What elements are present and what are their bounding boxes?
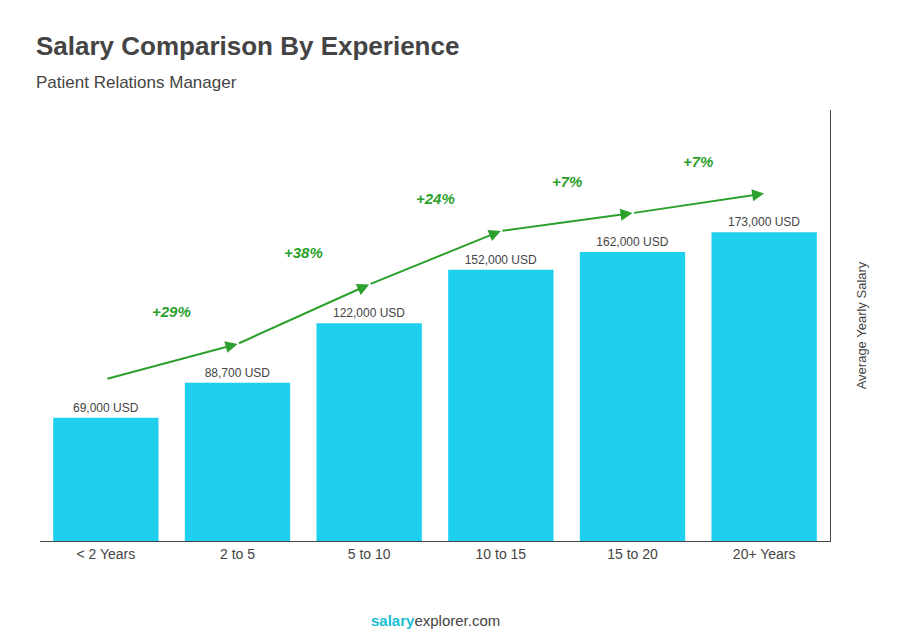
svg-text:20+ Years: 20+ Years bbox=[733, 546, 796, 562]
svg-text:Average Yearly Salary: Average Yearly Salary bbox=[854, 261, 869, 389]
svg-text:10 to 15: 10 to 15 bbox=[476, 546, 527, 562]
svg-text:salaryexplorer.com: salaryexplorer.com bbox=[371, 612, 500, 629]
svg-text:+29%: +29% bbox=[152, 303, 191, 320]
svg-text:+38%: +38% bbox=[284, 244, 323, 261]
svg-text:+7%: +7% bbox=[683, 153, 713, 170]
svg-text:122,000 USD: 122,000 USD bbox=[333, 306, 405, 320]
svg-text:152,000 USD: 152,000 USD bbox=[465, 253, 537, 267]
svg-text:+24%: +24% bbox=[416, 190, 455, 207]
svg-text:+7%: +7% bbox=[552, 173, 582, 190]
svg-text:Patient Relations Manager: Patient Relations Manager bbox=[36, 73, 237, 92]
svg-text:2 to 5: 2 to 5 bbox=[220, 546, 255, 562]
svg-text:< 2 Years: < 2 Years bbox=[76, 546, 135, 562]
svg-text:69,000 USD: 69,000 USD bbox=[73, 401, 139, 415]
svg-text:88,700 USD: 88,700 USD bbox=[205, 366, 271, 380]
svg-text:173,000 USD: 173,000 USD bbox=[728, 215, 800, 229]
svg-text:Salary Comparison By Experienc: Salary Comparison By Experience bbox=[36, 31, 459, 61]
svg-text:162,000 USD: 162,000 USD bbox=[596, 235, 668, 249]
svg-text:15 to 20: 15 to 20 bbox=[607, 546, 658, 562]
svg-text:5 to 10: 5 to 10 bbox=[348, 546, 391, 562]
